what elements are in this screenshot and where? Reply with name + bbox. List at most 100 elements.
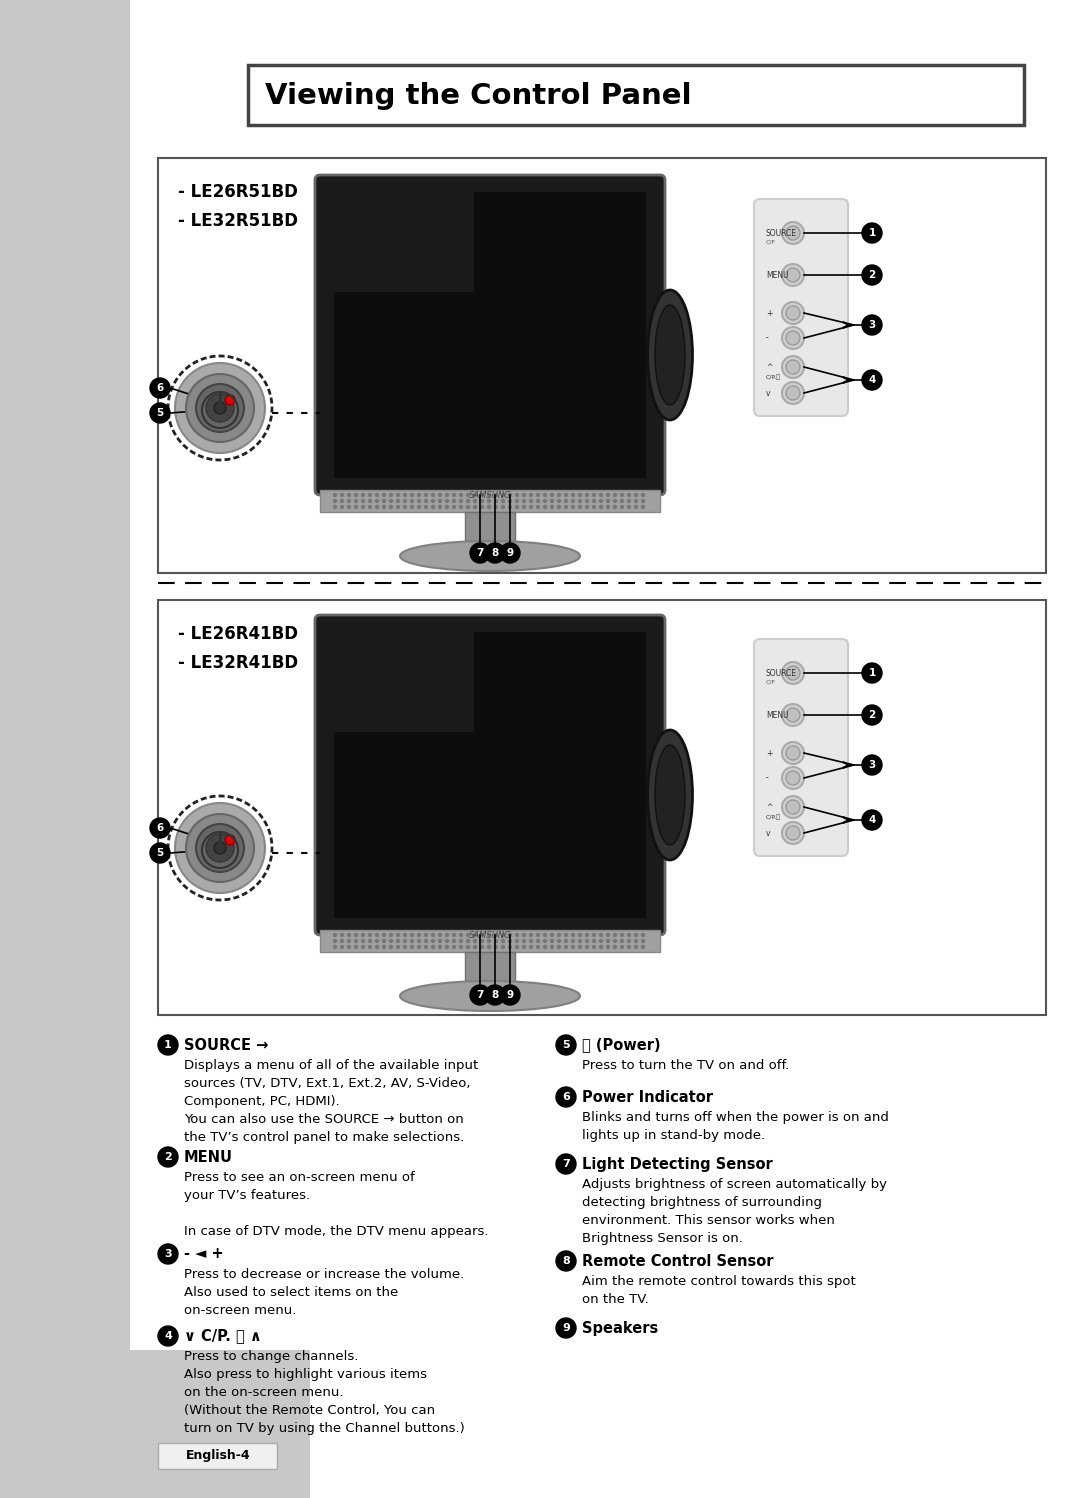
Text: Displays a menu of all of the available input
sources (TV, DTV, Ext.1, Ext.2, AV: Displays a menu of all of the available … [184,1059,478,1144]
Circle shape [340,499,343,502]
Circle shape [515,505,518,508]
Circle shape [418,933,420,936]
Circle shape [551,493,554,496]
Circle shape [627,499,631,502]
Circle shape [509,493,512,496]
Circle shape [621,933,623,936]
FancyBboxPatch shape [320,490,660,512]
Circle shape [523,499,526,502]
Circle shape [376,505,378,508]
Ellipse shape [648,291,692,419]
Circle shape [627,505,631,508]
Circle shape [529,933,532,936]
Circle shape [642,493,645,496]
Circle shape [418,493,420,496]
Circle shape [410,939,414,942]
Circle shape [432,945,434,948]
Circle shape [862,810,882,830]
Circle shape [529,499,532,502]
Text: - ◄ +: - ◄ + [184,1246,224,1261]
Circle shape [175,363,265,452]
Text: v: v [766,828,770,837]
Circle shape [593,499,595,502]
Circle shape [585,499,589,502]
Text: SOURCE →: SOURCE → [184,1038,268,1053]
Circle shape [348,499,351,502]
Circle shape [501,939,504,942]
FancyBboxPatch shape [158,1443,276,1470]
Ellipse shape [654,745,685,845]
Circle shape [362,939,365,942]
Circle shape [481,933,484,936]
Ellipse shape [648,730,692,860]
Ellipse shape [654,306,685,404]
Circle shape [786,746,800,759]
Circle shape [334,505,337,508]
Text: -: - [766,334,769,343]
Circle shape [390,499,392,502]
Circle shape [473,505,476,508]
Circle shape [501,945,504,948]
Circle shape [481,493,484,496]
Circle shape [607,933,609,936]
Circle shape [470,986,490,1005]
Circle shape [467,933,470,936]
Circle shape [418,945,420,948]
Circle shape [501,933,504,936]
Circle shape [432,493,434,496]
FancyBboxPatch shape [334,192,646,478]
Circle shape [424,505,428,508]
Circle shape [613,499,617,502]
Circle shape [579,933,581,936]
Text: 6: 6 [157,822,164,833]
Text: 7: 7 [476,548,484,557]
Text: 1: 1 [868,228,876,238]
Circle shape [390,933,392,936]
Circle shape [410,945,414,948]
Circle shape [782,222,804,244]
Circle shape [158,1035,178,1055]
Circle shape [627,493,631,496]
FancyBboxPatch shape [315,175,665,494]
Circle shape [607,499,609,502]
Circle shape [410,499,414,502]
Circle shape [509,945,512,948]
Circle shape [382,493,386,496]
Circle shape [543,493,546,496]
Circle shape [579,493,581,496]
FancyBboxPatch shape [320,930,660,953]
FancyBboxPatch shape [315,616,665,935]
Text: C/F: C/F [766,680,777,685]
Circle shape [150,818,170,837]
Text: ^: ^ [766,803,772,812]
Circle shape [509,505,512,508]
Circle shape [621,945,623,948]
Text: 4: 4 [868,815,876,825]
Circle shape [438,939,442,942]
Circle shape [334,499,337,502]
Circle shape [432,933,434,936]
Circle shape [579,939,581,942]
Circle shape [782,264,804,286]
Text: Aim the remote control towards this spot
on the TV.: Aim the remote control towards this spot… [582,1275,855,1306]
Circle shape [487,945,490,948]
Circle shape [459,505,462,508]
Text: SAMSUNG: SAMSUNG [469,490,511,499]
Circle shape [459,945,462,948]
Circle shape [481,939,484,942]
Text: Viewing the Control Panel: Viewing the Control Panel [265,82,691,109]
Circle shape [467,499,470,502]
Circle shape [438,945,442,948]
Circle shape [158,1147,178,1167]
Circle shape [613,945,617,948]
Circle shape [424,933,428,936]
Circle shape [782,767,804,789]
Circle shape [501,499,504,502]
Circle shape [543,505,546,508]
Circle shape [334,933,337,936]
Circle shape [495,505,498,508]
Circle shape [556,1088,576,1107]
Circle shape [782,822,804,843]
Circle shape [348,945,351,948]
Circle shape [501,505,504,508]
